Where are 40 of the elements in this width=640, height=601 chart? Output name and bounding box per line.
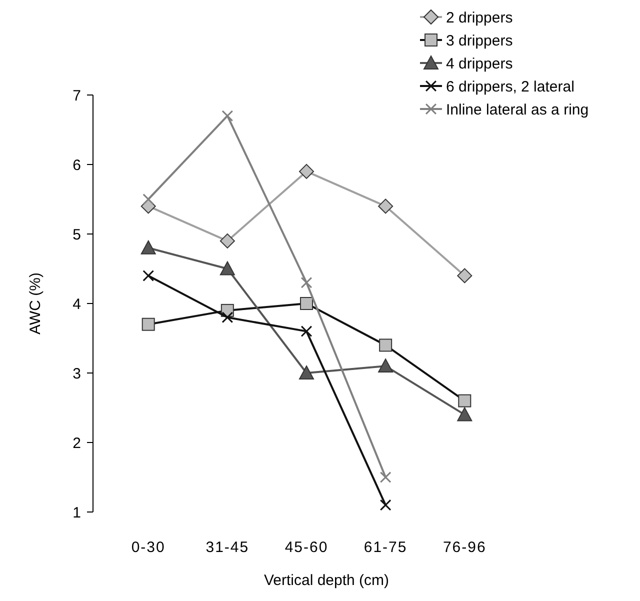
x-tick-label: 0-30 <box>131 539 166 556</box>
legend-label: 2 drippers <box>446 9 513 26</box>
point <box>222 110 233 122</box>
point <box>458 394 472 408</box>
y-axis-title: AWC (%) <box>27 272 44 334</box>
point <box>301 326 312 337</box>
point <box>220 261 235 276</box>
x-axis-title: Vertical depth (cm) <box>264 572 390 589</box>
y-tick-label: 3 <box>72 365 81 382</box>
point <box>142 270 154 282</box>
point <box>222 312 233 323</box>
point <box>220 233 235 248</box>
y-tick-label: 2 <box>72 434 81 452</box>
point <box>379 338 392 352</box>
x-tick-label: 76-96 <box>442 539 486 556</box>
y-tick-label: 5 <box>72 226 81 244</box>
point <box>380 472 392 483</box>
y-tick-label: 7 <box>72 87 81 104</box>
point <box>457 268 472 284</box>
legend-label: Inline lateral as a ring <box>446 101 589 118</box>
point <box>299 366 314 380</box>
x-tick-label: 61-75 <box>364 539 408 556</box>
legend-label: 3 drippers <box>446 32 513 50</box>
legend-label: 6 drippers, 2 lateral <box>446 78 574 96</box>
point <box>140 240 156 254</box>
x-tick-label: 45-60 <box>284 539 328 556</box>
point <box>299 164 314 179</box>
point <box>301 277 312 288</box>
x-tick-label: 31-45 <box>206 539 250 556</box>
point <box>300 297 313 310</box>
point <box>378 358 394 373</box>
y-tick-label: 4 <box>72 296 81 313</box>
point <box>380 500 392 511</box>
point <box>142 318 155 331</box>
y-tick-label: 1 <box>72 504 81 522</box>
point <box>142 194 154 205</box>
y-tick-label: 6 <box>72 156 81 174</box>
point <box>378 198 394 214</box>
point <box>457 407 472 422</box>
legend-label: 4 drippers <box>446 55 513 72</box>
